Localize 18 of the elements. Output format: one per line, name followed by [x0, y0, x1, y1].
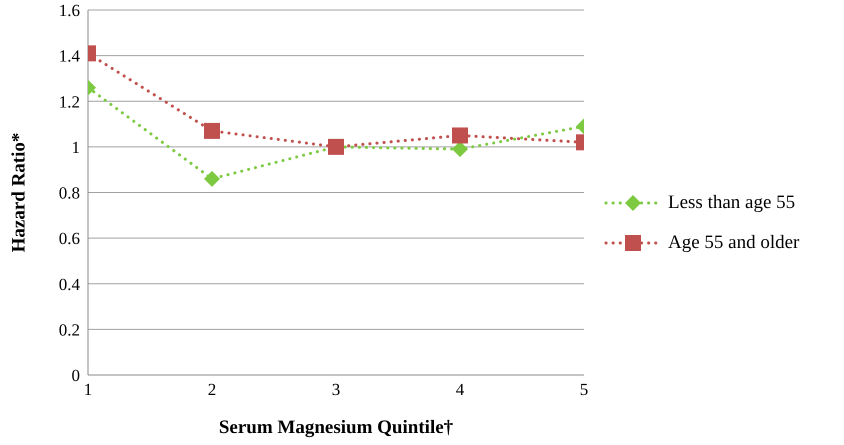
x-tick-label: 1 [84, 380, 92, 400]
y-tick-label: 1 [72, 138, 80, 157]
x-tick-label: 2 [208, 380, 216, 400]
x-tick-label: 3 [332, 380, 340, 400]
y-tick-label: 1.4 [58, 46, 80, 66]
x-tick-label: 5 [580, 380, 588, 400]
y-tick-label: 1.2 [58, 92, 80, 112]
y-tick-label: 0.2 [58, 320, 80, 340]
legend-label: Less than age 55 [668, 192, 796, 214]
y-tick-label: 1.6 [58, 1, 80, 20]
y-tick-label: 0.8 [58, 184, 80, 203]
y-tick-label: 0.6 [58, 229, 80, 248]
x-axis-title: Serum Magnesium Quintile† [218, 417, 454, 438]
x-tick-label: 4 [456, 380, 465, 400]
y-tick-label: 0.4 [58, 274, 80, 294]
y-tick-label: 0 [72, 366, 80, 386]
y-axis-title: Hazard Ratio* [8, 132, 30, 252]
legend-label: Age 55 and older [668, 232, 800, 254]
